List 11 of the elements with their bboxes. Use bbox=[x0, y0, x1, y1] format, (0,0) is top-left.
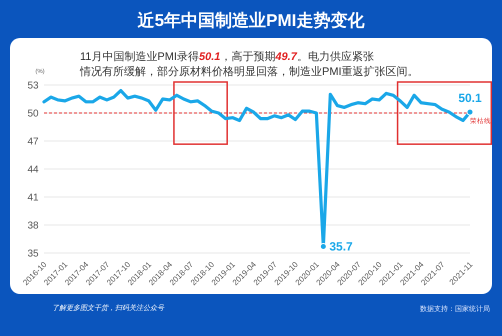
y-tick-label: 44 bbox=[27, 164, 39, 176]
y-tick-label: 38 bbox=[27, 220, 39, 232]
annotation: 35.7 bbox=[329, 239, 354, 254]
annotation: 50.1 bbox=[458, 91, 482, 106]
y-tick-label: 47 bbox=[27, 136, 39, 148]
chart-subtitle: 11月中国制造业PMI录得50.1，高于预期49.7。电力供应紧张情况有所缓解，部分原材料价格明显回落，制造业PMI重返扩张区间。 bbox=[79, 50, 419, 78]
y-tick-label: 50 bbox=[27, 108, 39, 120]
y-tick-label: 53 bbox=[27, 80, 39, 92]
y-tick-label: 41 bbox=[27, 192, 39, 204]
y-tick-label: 35 bbox=[27, 248, 39, 260]
chart-title: 近5年中国制造业PMI走势变化 bbox=[136, 11, 366, 30]
